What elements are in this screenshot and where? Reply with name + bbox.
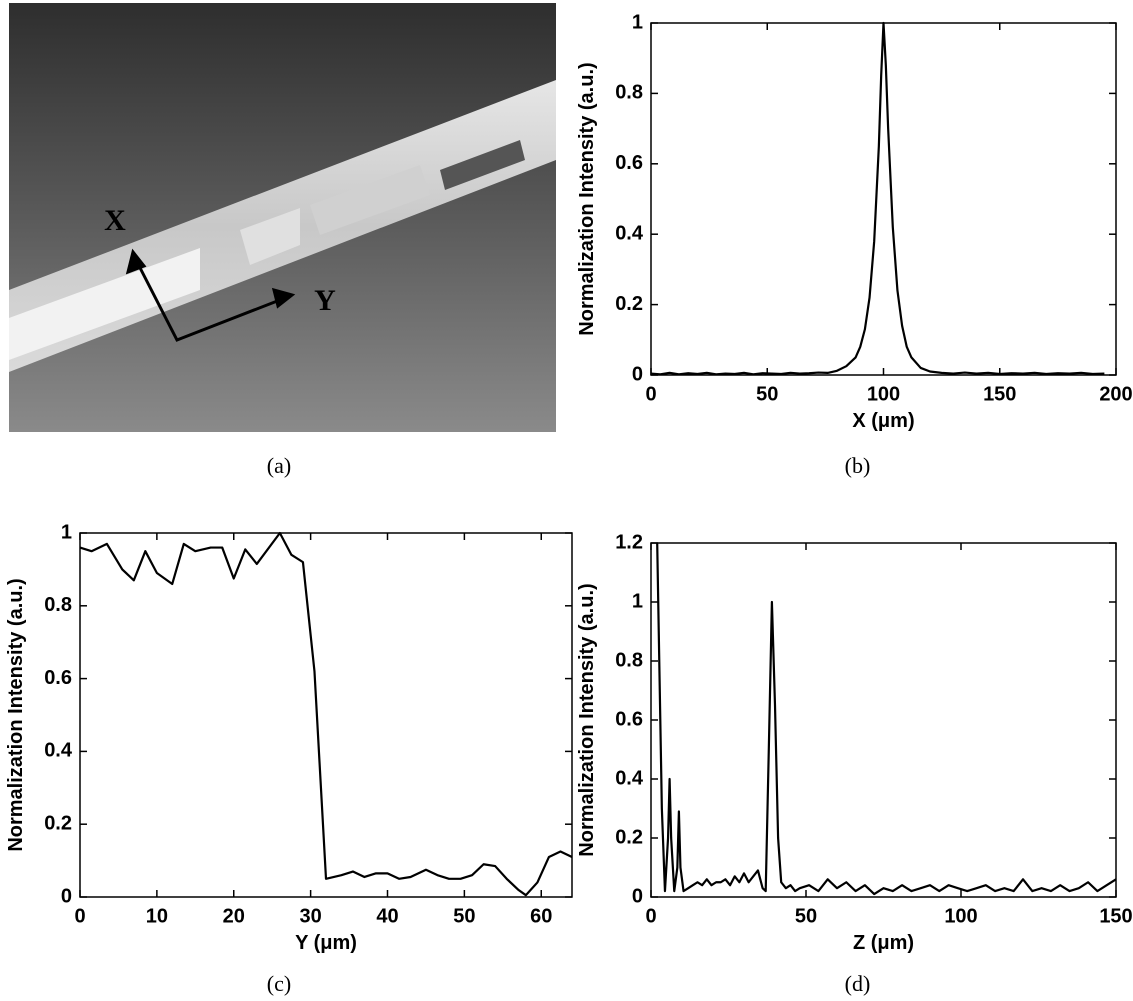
x-axis-label: Z (μm) <box>853 932 914 954</box>
y-tick-label: 0.8 <box>615 649 643 671</box>
x-tick-label: 50 <box>795 905 817 927</box>
x-tick-label: 200 <box>1099 383 1132 405</box>
x-tick-label: 0 <box>645 905 656 927</box>
y-tick-label: 0.4 <box>615 222 644 244</box>
y-tick-label: 0.2 <box>44 812 72 834</box>
y-tick-label: 1 <box>632 11 643 33</box>
y-axis-label: Normalization Intensity (a.u.) <box>5 578 27 851</box>
x-tick-label: 0 <box>74 905 85 927</box>
y-tick-label: 0 <box>632 363 643 385</box>
y-tick-label: 0.6 <box>44 667 72 689</box>
x-tick-label: 100 <box>944 905 977 927</box>
data-line <box>656 542 1117 896</box>
y-tick-label: 0.4 <box>44 740 73 762</box>
y-tick-label: 0.8 <box>615 82 643 104</box>
x-tick-label: 0 <box>645 383 656 405</box>
y-tick-label: 1.2 <box>615 531 643 553</box>
x-tick-label: 150 <box>983 383 1016 405</box>
y-tick-label: 0.6 <box>615 708 643 730</box>
y-tick-label: 1 <box>61 521 72 543</box>
data-line <box>79 531 573 897</box>
plot-frame <box>79 532 573 898</box>
y-tick-label: 0 <box>61 885 72 907</box>
photo <box>9 3 556 432</box>
x-axis-label: X (μm) <box>852 410 914 432</box>
x-axis-label: Y (μm) <box>295 932 357 954</box>
y-axis-label: Normalization Intensity (a.u.) <box>576 62 598 335</box>
x-tick-label: 150 <box>1099 905 1132 927</box>
data-line <box>650 21 1105 376</box>
x-tick-label: 50 <box>453 905 475 927</box>
x-tick-label: 10 <box>146 905 168 927</box>
x-tick-label: 20 <box>223 905 245 927</box>
caption: (b) <box>845 453 871 478</box>
plot-frame <box>650 542 1117 898</box>
caption: (d) <box>845 971 871 996</box>
y-tick-label: 0.6 <box>615 152 643 174</box>
x-tick-label: 40 <box>376 905 398 927</box>
photo-label-x: X <box>104 204 126 237</box>
y-tick-label: 0.8 <box>44 594 72 616</box>
x-tick-label: 60 <box>530 905 552 927</box>
x-tick-label: 100 <box>867 383 900 405</box>
y-tick-label: 0.2 <box>615 826 643 848</box>
y-tick-label: 0.2 <box>615 293 643 315</box>
y-tick-label: 0.4 <box>615 767 644 789</box>
y-tick-label: 1 <box>632 590 643 612</box>
plot-frame <box>650 22 1117 376</box>
caption: (a) <box>267 453 291 478</box>
caption: (c) <box>267 971 291 996</box>
y-tick-label: 0 <box>632 885 643 907</box>
x-tick-label: 30 <box>300 905 322 927</box>
photo-label-y: Y <box>314 284 336 317</box>
photo-axes <box>125 248 296 342</box>
x-tick-label: 50 <box>756 383 778 405</box>
y-axis-label: Normalization Intensity (a.u.) <box>576 583 598 856</box>
